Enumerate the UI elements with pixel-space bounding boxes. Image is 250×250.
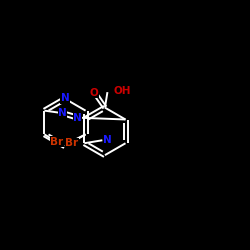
- Text: Br: Br: [50, 137, 64, 147]
- Text: N: N: [73, 112, 82, 122]
- Text: N: N: [104, 135, 112, 145]
- Text: OH: OH: [114, 86, 131, 96]
- Text: N: N: [58, 108, 67, 118]
- Text: Br: Br: [65, 138, 78, 148]
- Text: O: O: [90, 88, 98, 98]
- Text: N: N: [60, 93, 70, 103]
